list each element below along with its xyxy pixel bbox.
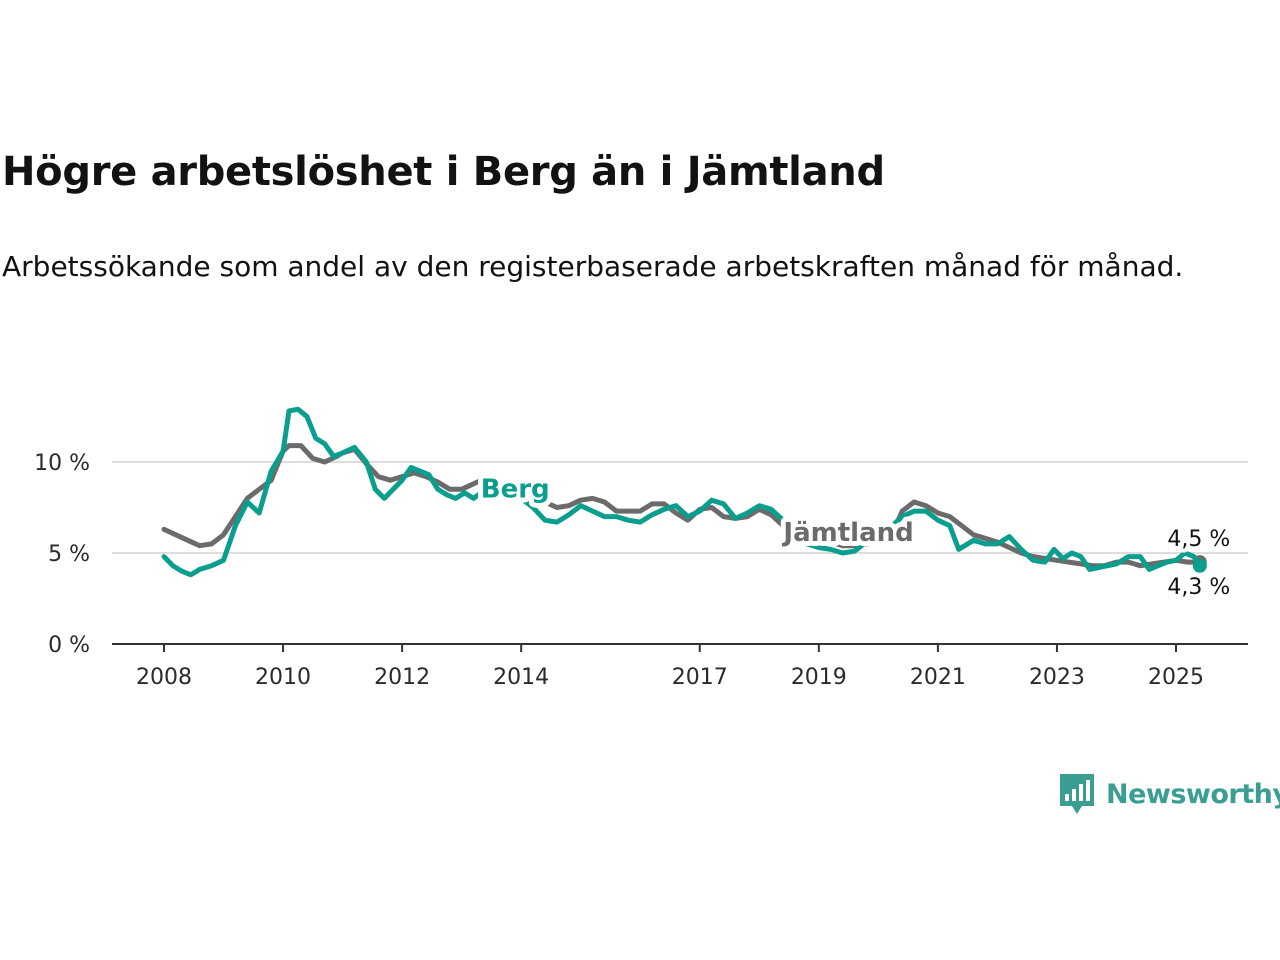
series-line-jmtland	[161, 443, 1203, 569]
end-value-label-halo: 4,5 %	[1167, 527, 1230, 552]
series-label: Jämtland	[781, 518, 913, 548]
series-label-halo: Berg	[481, 474, 550, 504]
x-axis: 2008 2010 2012 2014 2017 2019 2021 2023 2025	[112, 643, 1248, 690]
x-tick-label: 2014	[493, 665, 549, 690]
y-tick-label: 10 %	[34, 451, 90, 476]
end-value-label: 4,5 %	[1167, 527, 1230, 552]
end-value-label-halo: 4,3 %	[1167, 575, 1230, 600]
y-axis: 0 % 5 % 10 %	[34, 451, 90, 658]
line-chart: 0 %5 %10 % 2008 2010 2012 2014 2017 2019 2021 2…	[34, 406, 1248, 690]
series-lines	[161, 406, 1207, 578]
x-tick-label: 2010	[255, 665, 311, 690]
x-tick-label: 2021	[910, 665, 966, 690]
newsworthy-brand[interactable]: Newsworthy	[1058, 772, 1280, 816]
x-tick-label: 2012	[374, 665, 430, 690]
series-line-berg	[161, 406, 1203, 578]
y-tick-label: 5 %	[48, 542, 90, 567]
x-tick-label: 2008	[136, 665, 192, 690]
series-end-point	[1192, 558, 1207, 573]
brand-name: Newsworthy	[1106, 778, 1280, 810]
newsworthy-logo-icon	[1060, 774, 1094, 814]
y-tick-label: 0 %	[48, 633, 90, 658]
chart-title: Högre arbetslöshet i Berg än i Jämtland	[2, 149, 885, 195]
x-tick-label: 2019	[791, 665, 847, 690]
end-value-label: 4,3 %	[1167, 575, 1230, 600]
chart-subtitle: Arbetssökande som andel av den registerb…	[2, 250, 1184, 283]
x-tick-label: 2017	[672, 665, 728, 690]
series-label-halo: Jämtland	[781, 518, 913, 548]
x-tick-label: 2023	[1029, 665, 1085, 690]
x-tick-label: 2025	[1148, 665, 1204, 690]
series-label: Berg	[481, 474, 550, 504]
